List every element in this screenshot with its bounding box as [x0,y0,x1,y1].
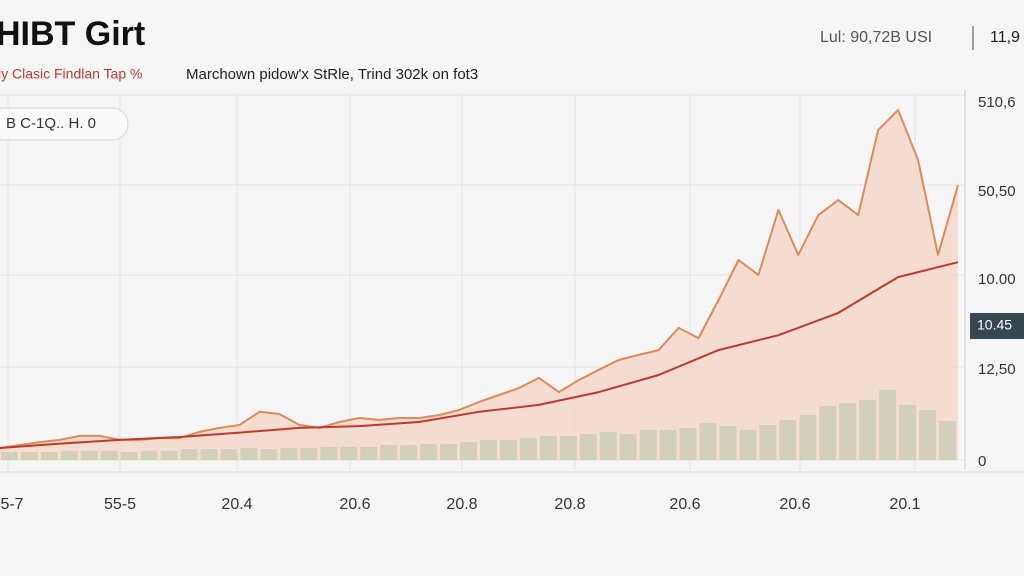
price-label: Lul: 90,72B USI [820,29,932,46]
axis-label: 12,50 [978,361,1016,378]
line [0,261,959,449]
price-badge-label: 10.45 [977,317,1012,333]
range-button[interactable] [0,107,129,141]
axis-label: 10.00 [978,271,1016,288]
price-value: 11,9 [990,29,1020,46]
x-tick-label: 20.6 [779,496,810,513]
x-tick-label: 20.8 [554,496,585,513]
price-badge [970,313,1024,339]
x-tick-label: 20.4 [221,496,252,513]
axis-label: 50,50 [978,183,1016,200]
range-button-label[interactable]: B C-1Q.. H. 0 [6,115,96,132]
area [0,110,958,460]
subtitle: Marchown pidow'x StRle, Trind 302k on fo… [186,66,478,83]
x-tick-label: 20.6 [669,496,700,513]
y-tick-label: 0 [978,453,986,470]
x-tick-label: 20.1 [889,496,920,513]
x-tick-label: 20.6 [339,496,370,513]
x-tick-label: 55-5 [104,496,136,513]
x-tick-label: 5-7 [0,496,23,513]
x-tick-label: 20.8 [446,496,477,513]
subtitle-highlight: ly Clasic Findlan Tap % [0,66,142,82]
axis-label: 510,6 [978,94,1016,111]
chart-title: HIBT Girt [0,15,145,53]
